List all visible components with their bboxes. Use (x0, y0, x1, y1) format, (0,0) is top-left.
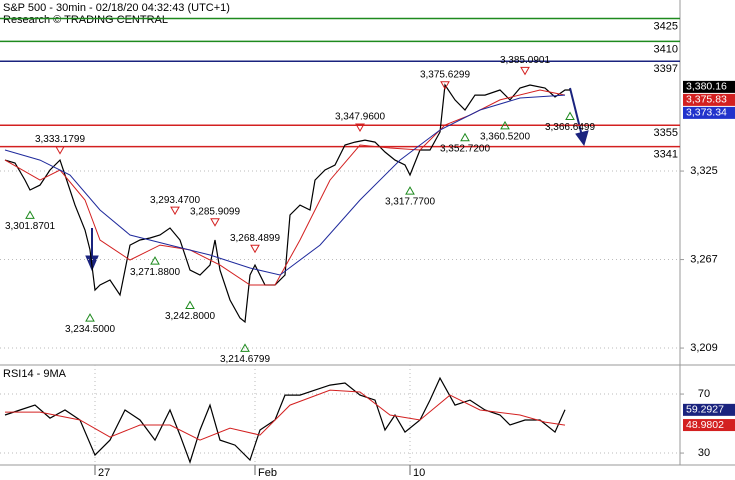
low-marker (150, 256, 160, 265)
x-tick-label: 27 (98, 467, 110, 479)
price-tag-label: 3,375.83 (686, 94, 727, 106)
y-tick-label: 3,267 (690, 253, 718, 265)
high-marker (55, 146, 65, 155)
price-tag-label: 48.9802 (686, 419, 724, 431)
level-label: 3341 (654, 149, 678, 161)
annotation-label: 3,385.0901 (500, 55, 550, 66)
series-line (4, 376, 566, 464)
forecast-arrow (569, 87, 589, 147)
indicator-title: RSI14 - 9MA (3, 368, 67, 380)
series-line (4, 94, 566, 276)
low-marker (405, 186, 415, 195)
low-marker (460, 132, 470, 142)
price-tag (683, 419, 735, 432)
price-tag (683, 93, 735, 106)
annotation-label: 3,268.4899 (230, 233, 280, 244)
annotation-label: 3,301.8701 (5, 221, 55, 232)
low-marker (25, 210, 35, 219)
y-tick-label: 70 (698, 388, 710, 400)
annotation-label: 3,347.9600 (335, 112, 385, 123)
price-tag (683, 106, 735, 119)
high-marker (355, 123, 365, 133)
series-line (4, 89, 566, 286)
high-marker (440, 81, 450, 90)
price-tag (683, 403, 735, 416)
annotation-label: 3,214.6799 (220, 354, 270, 365)
annotation-label: 3,271.8800 (130, 267, 180, 278)
x-tick-label: Feb (258, 467, 277, 479)
high-marker (170, 206, 180, 216)
y-tick-label: 30 (698, 447, 710, 459)
annotation-label: 3,375.6299 (420, 69, 470, 80)
low-marker (240, 343, 250, 352)
chart-subtitle: Research © TRADING CENTRAL (3, 14, 168, 26)
low-marker (185, 300, 195, 309)
annotation-label: 3,242.8000 (165, 311, 215, 322)
annotation-label: 3,366.6499 (545, 122, 595, 133)
price-tag-label: 3,373.34 (686, 107, 727, 119)
annotation-label: 3,285.9099 (190, 206, 240, 217)
low-marker (500, 120, 510, 130)
x-tick-label: 10 (413, 467, 425, 479)
low-marker (85, 313, 95, 322)
annotation-label: 3,234.5000 (65, 324, 115, 335)
level-label: 3397 (654, 63, 678, 75)
price-tag (683, 80, 735, 93)
annotation-label: 3,360.5200 (480, 131, 530, 142)
level-label: 3425 (654, 20, 678, 32)
high-marker (250, 244, 260, 254)
high-marker (520, 66, 530, 76)
annotation-label: 3,317.7700 (385, 197, 435, 208)
series-line (5, 389, 566, 441)
y-tick-label: 3,209 (690, 342, 718, 354)
price-tag-label: 3,380.16 (686, 81, 727, 93)
annotation-label: 3,352.7200 (440, 143, 490, 154)
low-marker (565, 111, 575, 121)
high-marker (210, 218, 220, 227)
annotation-label: 3,333.1799 (35, 134, 85, 145)
annotation-label: 3,293.4700 (150, 195, 200, 206)
chart-title: S&P 500 - 30min - 02/18/20 04:32:43 (UTC… (3, 2, 230, 14)
level-label: 3355 (654, 127, 678, 139)
price-tag-label: 59.2927 (686, 404, 724, 416)
y-tick-label: 3,325 (690, 165, 718, 177)
level-label: 3410 (654, 43, 678, 55)
